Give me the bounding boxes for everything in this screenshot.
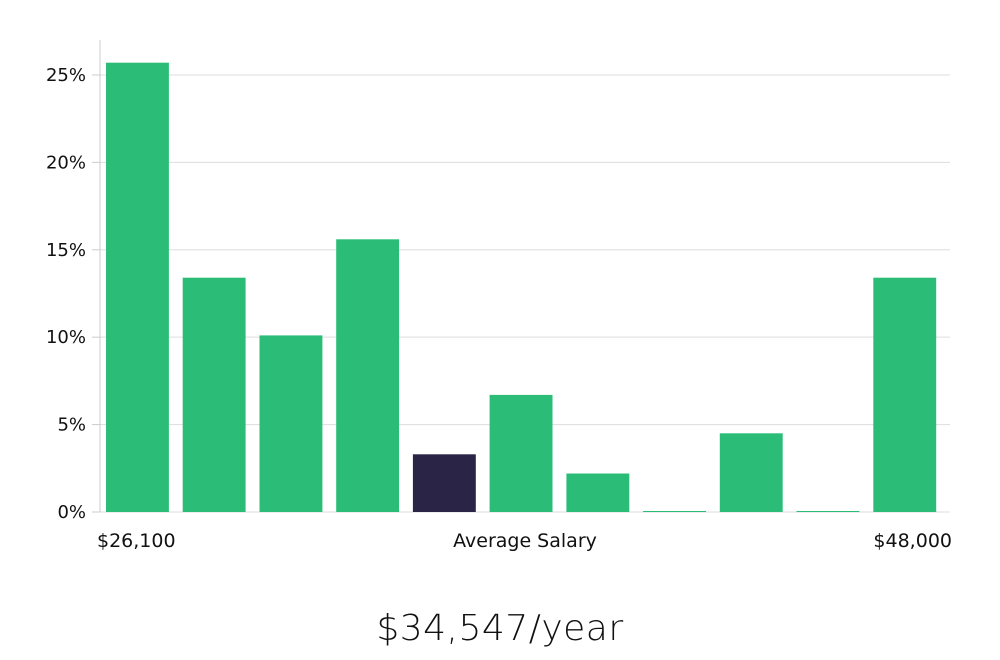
bar [643,511,706,512]
bar [259,335,323,512]
y-tick-label: 0% [57,502,86,523]
bar [796,511,860,512]
salary-histogram: 0%5%10%15%20%25% $26,100 Average Salary … [46,40,952,552]
average-salary: $34,547/year [376,608,624,649]
x-axis-label: Average Salary [453,530,597,552]
x-min-label: $26,100 [97,530,176,552]
y-tick-label: 25% [46,65,86,86]
x-max-label: $48,000 [873,530,952,552]
bar [182,277,246,512]
y-tick-label: 5% [57,415,86,436]
y-tick-label: 20% [46,152,86,173]
bar [873,277,937,512]
bar [106,62,169,512]
bar [489,394,553,512]
y-tick-label: 15% [46,240,86,261]
y-axis-ticks: 0% 5% 10% 15% 20% 25% [46,65,100,523]
bar-highlighted [412,454,476,512]
bar [336,239,400,513]
bars [106,62,937,513]
y-tick-label: 10% [46,327,86,348]
bar [719,433,783,512]
bar [566,473,630,512]
